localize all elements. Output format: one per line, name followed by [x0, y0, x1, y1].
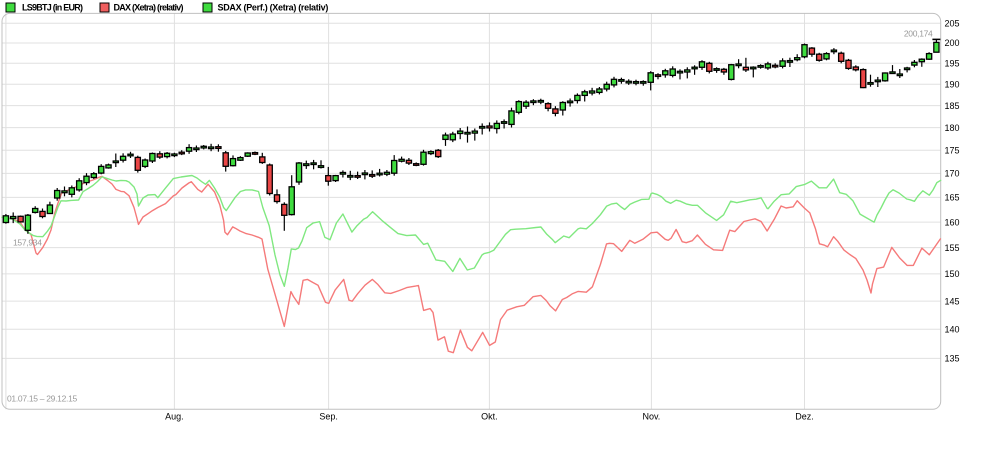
svg-text:165: 165 [945, 193, 960, 203]
svg-text:175: 175 [945, 145, 960, 155]
svg-text:150: 150 [945, 269, 960, 279]
svg-text:180: 180 [945, 123, 960, 133]
svg-text:170: 170 [945, 169, 960, 179]
svg-text:195: 195 [945, 59, 960, 69]
svg-text:155: 155 [945, 243, 960, 253]
svg-text:Sep.: Sep. [319, 412, 338, 422]
svg-text:DAX (Xetra) (relativ): DAX (Xetra) (relativ) [114, 3, 184, 13]
svg-text:200,174: 200,174 [904, 29, 933, 39]
svg-text:Aug.: Aug. [165, 412, 184, 422]
svg-text:Nov.: Nov. [642, 412, 660, 422]
svg-text:157,934: 157,934 [13, 238, 42, 248]
svg-text:SDAX (Perf.) (Xetra) (relativ): SDAX (Perf.) (Xetra) (relativ) [218, 3, 329, 13]
svg-text:160: 160 [945, 217, 960, 227]
svg-text:145: 145 [945, 296, 960, 306]
svg-text:LS9BTJ (in EUR): LS9BTJ (in EUR) [22, 3, 83, 13]
svg-text:200: 200 [945, 38, 960, 48]
svg-text:140: 140 [945, 324, 960, 334]
svg-text:185: 185 [945, 101, 960, 111]
svg-text:01.07.15 – 29.12.15: 01.07.15 – 29.12.15 [7, 394, 77, 404]
svg-text:190: 190 [945, 79, 960, 89]
svg-text:Okt.: Okt. [481, 412, 498, 422]
svg-text:Dez.: Dez. [795, 412, 814, 422]
svg-text:205: 205 [945, 18, 960, 28]
svg-text:135: 135 [945, 354, 960, 364]
